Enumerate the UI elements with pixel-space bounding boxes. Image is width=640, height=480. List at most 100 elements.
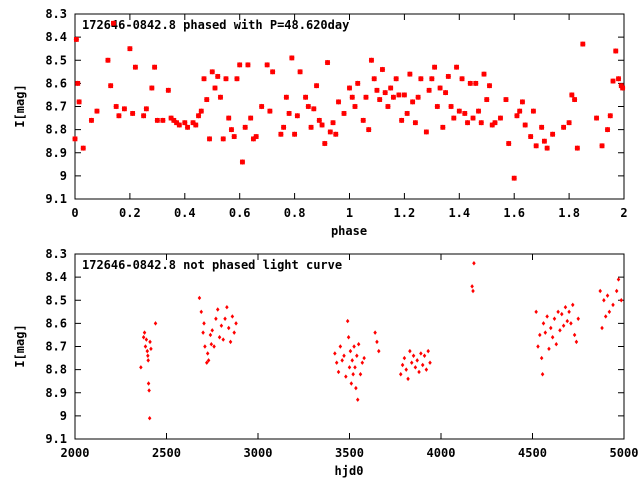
phased-data-point: [176, 122, 183, 128]
unphased-plot-x-axis-title: hjd0: [335, 464, 364, 478]
phased-data-point: [437, 85, 443, 91]
phased-data-point: [341, 110, 347, 117]
phased-data-point: [140, 113, 147, 119]
phased-x-tick-label: 1.2: [394, 206, 416, 220]
unphased-data-point: [209, 341, 214, 347]
phased-data-point: [165, 87, 172, 94]
unphased-data-point: [411, 353, 416, 358]
unphased-data-point: [563, 304, 568, 310]
phased-data-point: [599, 143, 605, 149]
phased-data-point: [324, 59, 331, 66]
unphased-data-point: [554, 341, 559, 347]
unphased-data-point: [619, 298, 624, 303]
unphased-data-point: [572, 332, 577, 338]
phased-x-tick-label: 2: [620, 206, 627, 220]
unphased-data-point: [350, 358, 355, 363]
phased-data-point: [297, 69, 303, 75]
unphased-plot-frame: [74, 253, 625, 440]
phased-y-tick-label: 8.8: [45, 123, 67, 137]
phased-data-point: [127, 45, 133, 52]
phased-data-point: [566, 119, 572, 126]
unphased-data-point: [373, 330, 377, 335]
unphased-data-point: [219, 323, 224, 328]
phased-data-point: [149, 85, 155, 91]
phased-data-point: [193, 122, 199, 128]
phased-data-point: [234, 76, 240, 82]
phased-data-point: [73, 36, 80, 43]
unphased-data-point: [230, 314, 235, 319]
phased-data-point: [462, 110, 468, 117]
phased-data-point: [569, 92, 575, 98]
unphased-data-point: [409, 360, 414, 365]
unphased-data-point: [545, 314, 549, 319]
unphased-data-point: [552, 316, 557, 321]
phased-data-point: [448, 103, 454, 110]
phased-x-tick-label: 1: [346, 206, 353, 220]
phased-data-point: [412, 119, 419, 126]
unphased-data-point: [232, 330, 236, 335]
phased-data-point: [580, 41, 586, 47]
phased-y-tick-label: 8.5: [45, 53, 67, 67]
unphased-data-point: [600, 325, 604, 331]
unphased-data-point: [404, 367, 408, 372]
phased-plot-points: [72, 20, 626, 181]
unphased-x-tick-label: 4500: [518, 446, 547, 460]
unphased-data-point: [611, 302, 615, 308]
phased-data-point: [434, 103, 441, 110]
unphased-y-tick-label: 8.5: [45, 293, 67, 307]
unphased-data-point: [225, 304, 229, 310]
phased-plot: 172646-0842.8 phased with P=48.620day ph…: [13, 7, 628, 238]
unphased-data-point: [603, 314, 608, 319]
unphased-data-point: [560, 311, 564, 317]
phased-data-point: [201, 76, 207, 82]
phased-data-point: [258, 103, 265, 110]
phased-data-point: [478, 119, 484, 126]
phased-data-point: [223, 76, 229, 82]
phased-data-point: [346, 85, 353, 91]
phased-data-point: [426, 87, 432, 94]
unphased-data-point: [558, 328, 562, 333]
phased-data-point: [514, 113, 520, 119]
unphased-x-tick-label: 3500: [335, 446, 364, 460]
phased-data-point: [72, 136, 78, 142]
unphased-data-point: [234, 321, 238, 326]
unphased-data-point: [228, 339, 233, 345]
unphased-data-point: [338, 344, 343, 349]
unphased-plot-title: 172646-0842.8 not phased light curve: [82, 258, 342, 272]
phased-data-point: [206, 136, 213, 142]
unphased-x-tick-label: 3000: [244, 446, 273, 460]
phased-data-point: [593, 115, 600, 121]
phased-data-point: [516, 108, 523, 114]
phased-data-point: [313, 82, 320, 89]
phased-data-point: [195, 113, 202, 119]
phased-data-point: [538, 124, 545, 131]
unphased-data-point: [215, 307, 220, 312]
unphased-data-point: [358, 372, 363, 377]
unphased-data-point: [534, 309, 538, 315]
phased-data-point: [316, 117, 323, 124]
phased-data-point: [503, 96, 509, 103]
phased-data-point: [204, 96, 210, 103]
unphased-data-point: [576, 316, 581, 321]
phased-data-point: [459, 76, 465, 82]
unphased-y-tick-label: 8.6: [45, 316, 67, 330]
unphased-data-point: [538, 332, 542, 338]
unphased-data-point: [212, 344, 216, 349]
phased-plot-y-axis-title: I[mag]: [13, 84, 27, 127]
phased-data-point: [382, 89, 388, 96]
unphased-data-point: [146, 353, 150, 358]
phased-data-point: [470, 115, 476, 121]
phased-data-point: [80, 145, 86, 151]
unphased-data-point: [206, 358, 211, 363]
phased-x-tick-label: 0.8: [284, 206, 306, 220]
phased-data-point: [571, 96, 578, 103]
phased-data-point: [94, 108, 100, 114]
phased-data-point: [311, 106, 317, 112]
phased-data-point: [404, 110, 410, 117]
unphased-plot: 172646-0842.8 not phased light curve hjd…: [13, 247, 638, 478]
phased-data-point: [533, 143, 539, 149]
unphased-data-point: [574, 339, 579, 345]
phased-data-point: [456, 108, 463, 114]
unphased-data-point: [210, 328, 215, 333]
unphased-data-point: [471, 288, 475, 294]
